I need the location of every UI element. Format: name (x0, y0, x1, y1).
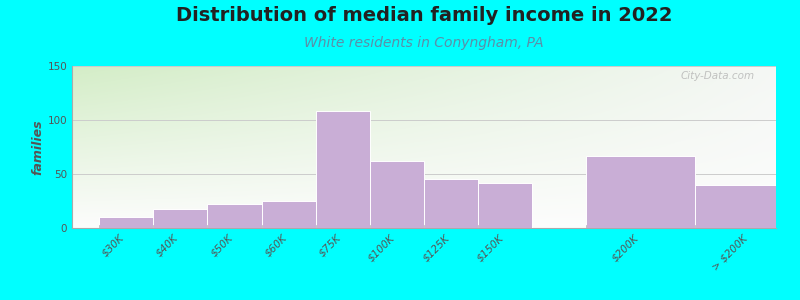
Bar (154, 208, 207, 228)
Bar (99, 217, 154, 228)
Text: Distribution of median family income in 2022: Distribution of median family income in … (176, 6, 672, 25)
Bar (478, 183, 532, 228)
Text: City-Data.com: City-Data.com (681, 71, 755, 81)
Bar (694, 185, 800, 228)
Bar (424, 179, 478, 228)
Bar (316, 111, 370, 228)
Bar (262, 201, 316, 228)
Y-axis label: families: families (32, 119, 45, 175)
Bar (370, 161, 424, 228)
Bar (207, 204, 262, 228)
Text: White residents in Conyngham, PA: White residents in Conyngham, PA (304, 36, 544, 50)
Bar (586, 156, 694, 228)
